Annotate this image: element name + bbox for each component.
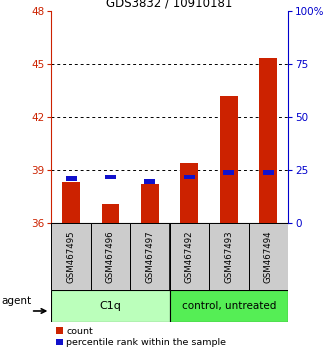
Text: GSM467493: GSM467493: [224, 230, 233, 283]
Text: GSM467495: GSM467495: [67, 230, 75, 283]
Bar: [263, 170, 274, 175]
Bar: [209, 223, 249, 290]
Text: GSM467496: GSM467496: [106, 230, 115, 283]
Bar: [223, 170, 234, 175]
Bar: [260, 58, 277, 223]
Bar: [102, 204, 119, 223]
Legend: count, percentile rank within the sample: count, percentile rank within the sample: [56, 327, 226, 347]
Text: GSM467494: GSM467494: [264, 230, 273, 283]
Text: agent: agent: [1, 296, 31, 307]
Bar: [220, 96, 238, 223]
Title: GDS3832 / 10910181: GDS3832 / 10910181: [107, 0, 233, 10]
Bar: [184, 175, 195, 179]
Bar: [91, 223, 130, 290]
Text: GSM467497: GSM467497: [145, 230, 155, 283]
Bar: [62, 182, 80, 223]
Bar: [51, 290, 169, 322]
Text: control, untreated: control, untreated: [182, 301, 276, 311]
Bar: [169, 223, 209, 290]
Bar: [141, 184, 159, 223]
Bar: [105, 175, 116, 179]
Text: C1q: C1q: [100, 301, 121, 311]
Text: GSM467492: GSM467492: [185, 230, 194, 283]
Bar: [180, 163, 198, 223]
Bar: [169, 290, 288, 322]
Bar: [249, 223, 288, 290]
Bar: [130, 223, 169, 290]
Bar: [66, 176, 76, 181]
Bar: [144, 179, 156, 184]
Bar: [51, 223, 91, 290]
